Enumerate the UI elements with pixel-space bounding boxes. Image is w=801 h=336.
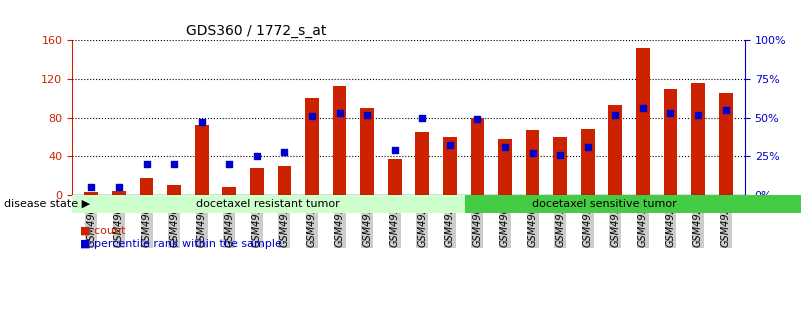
Point [444,143,457,148]
Bar [167,185,181,195]
Point [388,148,401,153]
Bar [139,178,154,195]
Bar [360,108,374,195]
Point [306,113,319,119]
Point [333,110,346,116]
Bar [277,166,292,195]
Point [471,117,484,122]
Bar [553,137,567,195]
Text: docetaxel resistant tumor: docetaxel resistant tumor [196,199,340,209]
Point [691,112,704,117]
Bar [223,187,236,195]
Bar [195,125,208,195]
Point [195,120,208,125]
Point [278,149,291,154]
Bar [691,83,705,195]
Bar [443,137,457,195]
Point [609,112,622,117]
Point [167,161,180,167]
Point [664,110,677,116]
Bar [250,168,264,195]
Point [360,112,373,117]
Point [582,144,594,150]
Bar [332,86,347,195]
Bar [388,159,401,195]
Bar [112,191,126,195]
Point [140,161,153,167]
Bar [609,105,622,195]
Text: disease state ▶: disease state ▶ [4,199,91,209]
Point [251,154,264,159]
Bar [416,132,429,195]
Point [113,184,126,190]
Text: docetaxel sensitive tumor: docetaxel sensitive tumor [533,199,677,209]
Bar [470,118,485,195]
Text: ■ percentile rank within the sample: ■ percentile rank within the sample [80,239,282,249]
Point [553,152,566,157]
Point [223,161,235,167]
Bar [498,139,512,195]
Bar [663,89,678,195]
Point [637,106,650,111]
Bar [581,129,594,195]
Point [526,151,539,156]
Bar [525,130,540,195]
Point [719,107,732,113]
Point [498,144,511,150]
Text: ■ count: ■ count [80,225,126,236]
Point [85,184,98,190]
Bar [305,98,319,195]
Point [416,115,429,120]
Text: GDS360 / 1772_s_at: GDS360 / 1772_s_at [187,24,327,38]
Bar [636,48,650,195]
Bar [718,93,733,195]
Bar [84,192,99,195]
